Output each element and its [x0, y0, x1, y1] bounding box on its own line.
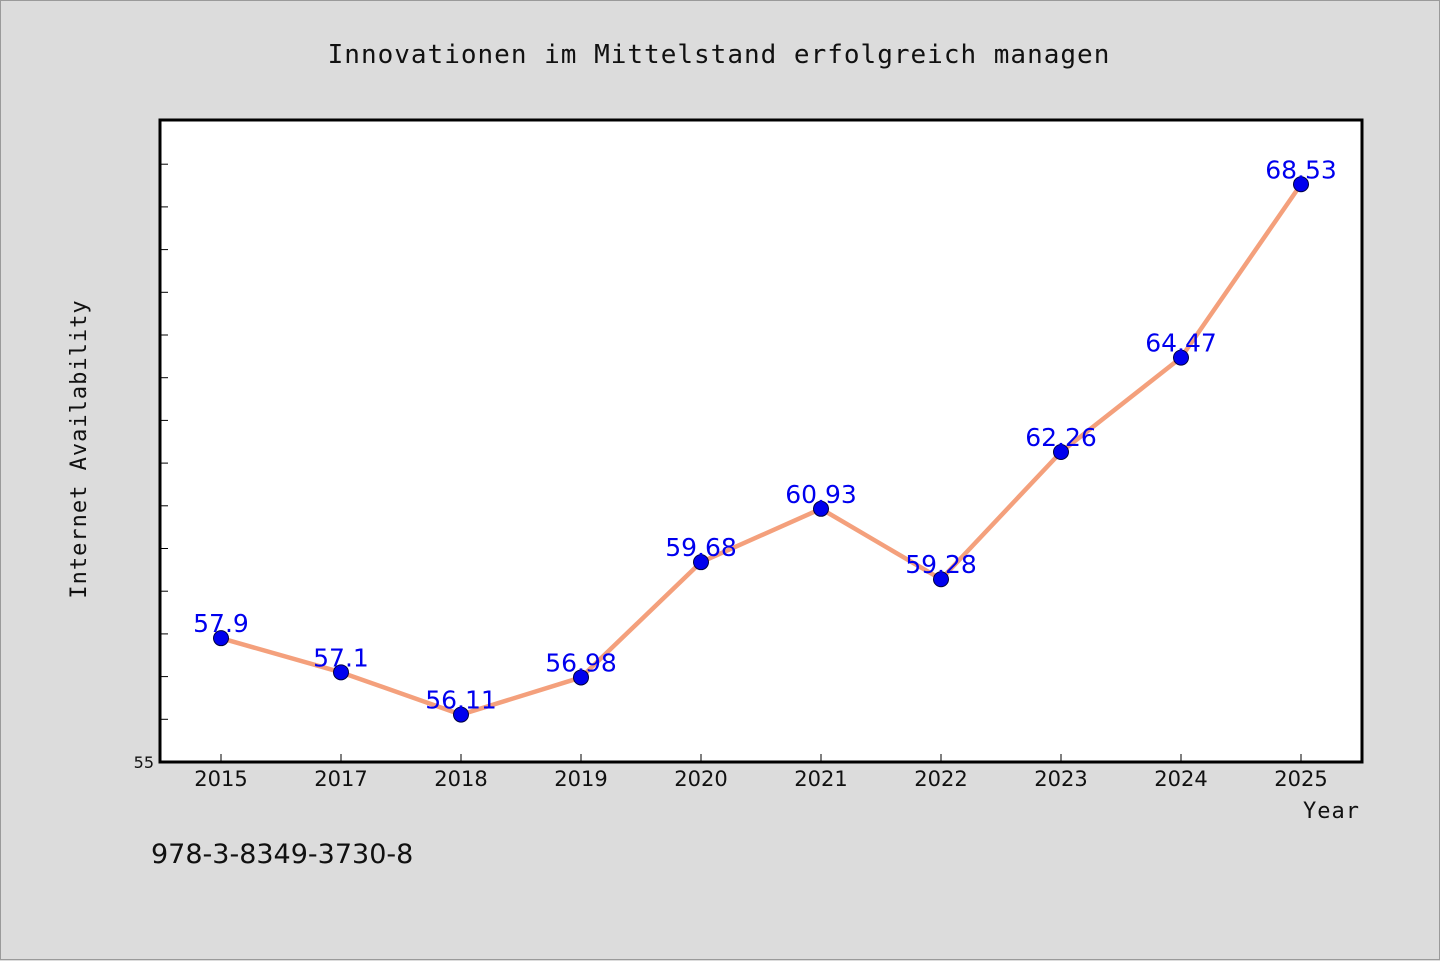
- data-label: 57.1: [313, 643, 369, 672]
- x-tick-label: 2021: [794, 767, 847, 791]
- x-tick-label: 2017: [314, 767, 367, 791]
- series-line: [218, 182, 1304, 717]
- data-labels: 57.9 57.1 56.11 56.98 59.68 60.93 59.28 62.26 64…: [193, 155, 1337, 714]
- x-tick-label: 2018: [434, 767, 487, 791]
- data-point: [693, 554, 709, 571]
- y-axis-ticks: 55: [134, 163, 168, 772]
- isbn-text: 978-3-8349-3730-8: [151, 839, 413, 870]
- x-axis-ticks: 2015 2017 2018 2019 2020 2021 2022 2023 2024 2025: [194, 754, 1328, 791]
- y-tick-label: 55: [134, 753, 154, 772]
- data-point: [933, 571, 949, 588]
- data-label: 59.68: [665, 533, 737, 562]
- x-axis-label: Year: [1303, 799, 1360, 824]
- y-axis-label: Internet Availability: [67, 299, 92, 598]
- x-tick-label: 2020: [674, 767, 727, 791]
- data-label: 56.98: [545, 648, 617, 677]
- data-point: [1173, 349, 1189, 366]
- x-tick-label: 2019: [554, 767, 607, 791]
- x-tick-label: 2015: [194, 767, 247, 791]
- data-point: [213, 630, 229, 647]
- data-point: [573, 669, 589, 686]
- data-label: 62.26: [1025, 423, 1097, 452]
- series-line-group: [218, 182, 1304, 717]
- plot-area: [158, 118, 1364, 764]
- data-point: [333, 664, 349, 681]
- data-label: 59.28: [905, 550, 977, 579]
- data-markers: [213, 176, 1309, 723]
- data-label: 60.93: [785, 480, 857, 509]
- x-tick-label: 2025: [1274, 767, 1327, 791]
- chart-title: Innovationen im Mittelstand erfolgreich …: [328, 40, 1111, 70]
- data-label: 68.53: [1265, 155, 1337, 184]
- data-label: 57.9: [193, 609, 249, 638]
- data-point: [813, 500, 829, 517]
- data-label: 64.47: [1145, 329, 1217, 358]
- data-point: [1053, 443, 1069, 460]
- x-tick-label: 2023: [1034, 767, 1087, 791]
- data-point: [1293, 176, 1309, 193]
- data-label: 56.11: [425, 686, 497, 715]
- x-tick-label: 2022: [914, 767, 967, 791]
- x-tick-label: 2024: [1154, 767, 1207, 791]
- data-point: [453, 706, 469, 723]
